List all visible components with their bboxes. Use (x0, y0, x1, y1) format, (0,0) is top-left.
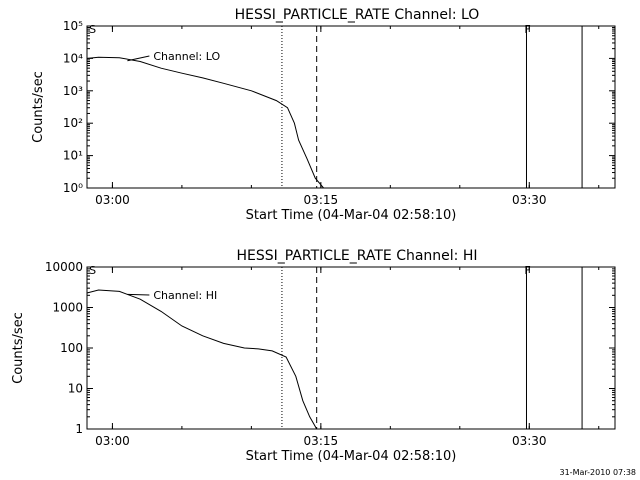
legend-leader-line (127, 293, 150, 296)
y-axis-label: Counts/sec (11, 312, 26, 384)
series-legend-label: Channel: HI (153, 289, 217, 302)
data-series-group (87, 289, 318, 429)
x-tick-label: 03:30 (512, 434, 547, 448)
x-axis-label: Start Time (04-Mar-04 02:58:10) (246, 208, 457, 223)
x-tick-label: 03:15 (304, 193, 339, 207)
plot-frame (86, 25, 616, 189)
y-tick-label: 10¹ (63, 149, 83, 163)
x-axis-label: Start Time (04-Mar-04 02:58:10) (246, 449, 457, 464)
y-tick-label: 10 (68, 382, 83, 396)
x-tick-label: 03:30 (512, 193, 547, 207)
event-marker-label: F (524, 23, 530, 36)
y-tick-label: 10³ (63, 84, 83, 98)
data-series-group (87, 56, 324, 188)
y-axis-label: Counts/sec (31, 71, 46, 143)
series-legend-label: Channel: LO (153, 50, 220, 63)
y-tick-label: 10⁵ (63, 19, 83, 33)
y-tick-label: 10⁴ (63, 51, 83, 65)
date-stamp: 31-Mar-2010 07:38 (560, 468, 637, 477)
chart-title: HESSI_PARTICLE_RATE Channel: LO (235, 7, 480, 23)
y-tick-label: 1 (75, 422, 83, 436)
event-marker-label: S (89, 23, 96, 36)
legend-leader-line (127, 55, 150, 62)
event-marker-label: S (89, 264, 96, 277)
y-tick-label: 10⁰ (63, 181, 83, 195)
y-tick-label: 10000 (45, 260, 83, 274)
series-line (87, 289, 318, 429)
chart-panel-1: HESSI_PARTICLE_RATE Channel: LO 03:00 03:1… (31, 7, 616, 223)
chart-panel-2: HESSI_PARTICLE_RATE Channel: HI 03:00 03:1… (11, 248, 616, 464)
y-tick-label: 100 (60, 341, 83, 355)
x-tick-label: 03:15 (304, 434, 339, 448)
y-tick-label: 1000 (52, 301, 83, 315)
series-line (87, 56, 324, 188)
chart-title: HESSI_PARTICLE_RATE Channel: HI (236, 248, 477, 264)
x-tick-label: 03:00 (95, 434, 130, 448)
y-tick-label: 10² (63, 116, 83, 130)
event-marker-label: F (524, 264, 530, 277)
x-tick-label: 03:00 (95, 193, 130, 207)
